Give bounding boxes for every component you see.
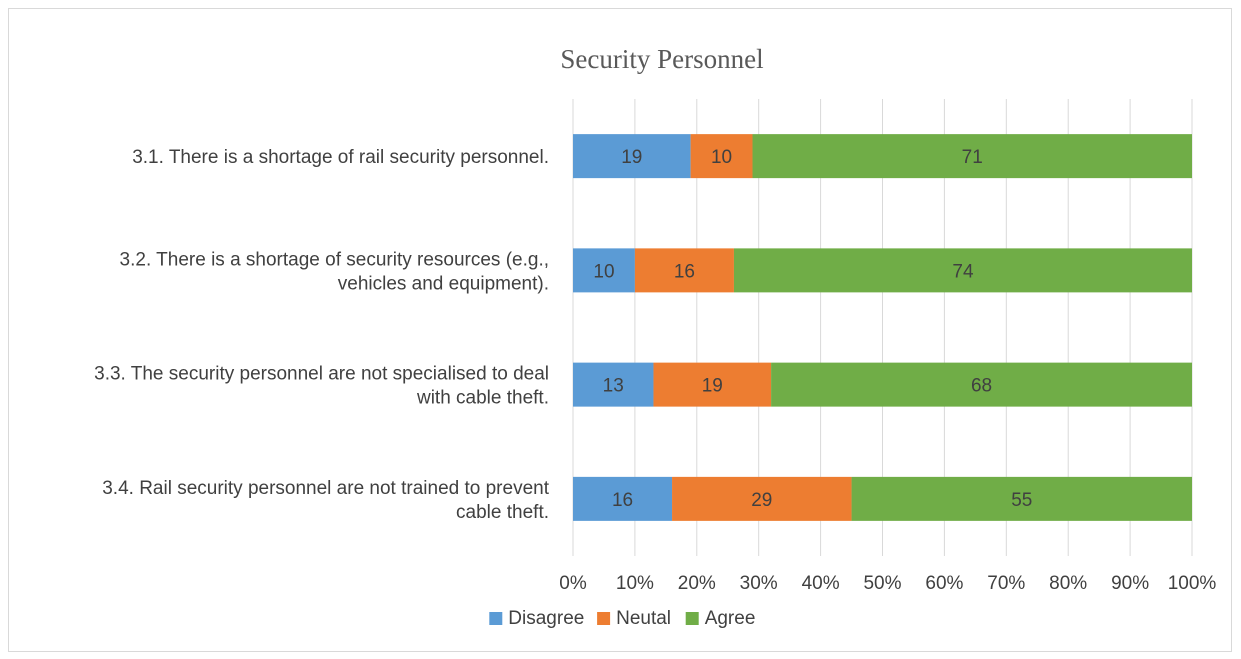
legend-swatch [685,612,699,625]
bar-segment [672,476,852,521]
category-label: 3.4. Rail security personnel are not tra… [102,478,549,499]
data-label: 29 [751,490,772,511]
data-label: 19 [621,147,642,168]
x-tick-label: 100% [1168,573,1217,594]
stacked-bar-chart: Security Personnel 19 10 71 10 16 74 13 19 68 16 2… [94,44,1216,629]
data-label: 71 [962,147,983,168]
chart-frame: Security Personnel 19 10 71 10 16 74 13 19 68 16 2… [8,8,1232,652]
x-tick-label: 20% [678,573,716,594]
x-tick-label: 10% [616,573,654,594]
bars [573,134,1192,521]
legend: Disagree Neutal Agree [489,608,755,629]
x-tick-label: 60% [925,573,963,594]
category-labels: 3.1. There is a shortage of rail securit… [94,147,550,523]
legend-label: Agree [705,608,756,629]
bar-segment [752,134,1192,179]
data-labels: 19 10 71 10 16 74 13 19 68 16 29 55 [593,147,1032,511]
legend-swatch [597,612,611,625]
x-tick-label: 90% [1111,573,1149,594]
legend-label: Disagree [508,608,584,629]
data-label: 13 [603,376,624,397]
data-label: 10 [711,147,732,168]
category-label: cable theft. [456,502,549,523]
bar-segment [573,476,673,521]
category-label: with cable theft. [416,388,549,409]
x-tick-label: 70% [987,573,1025,594]
category-label: 3.2. There is a shortage of security res… [120,249,549,270]
data-label: 16 [612,490,633,511]
bar-segment [634,248,734,293]
x-tick-label: 40% [802,573,840,594]
data-label: 68 [971,376,992,397]
bar-segment [771,362,1192,407]
bar-segment [653,362,772,407]
x-tick-label: 0% [559,573,587,594]
legend-label: Neutal [616,608,671,629]
x-tick-label: 80% [1049,573,1087,594]
data-label: 74 [952,261,974,282]
x-tick-label: 50% [863,573,901,594]
data-label: 55 [1011,490,1032,511]
bar-segment [573,134,691,179]
bar-segment [851,476,1192,521]
legend-swatch [489,612,503,625]
data-label: 19 [702,376,723,397]
category-label: 3.3. The security personnel are not spec… [94,364,549,385]
x-axis-ticks: 0% 10% 20% 30% 40% 50% 60% 70% 80% 90% 100% [559,573,1216,594]
bar-segment [690,134,753,179]
bar-segment [573,248,635,293]
bar-segment [573,362,654,407]
x-tick-label: 30% [740,573,778,594]
category-label: 3.1. There is a shortage of rail securit… [132,147,549,168]
data-label: 16 [674,261,695,282]
data-label: 10 [593,261,614,282]
category-label: vehicles and equipment). [338,273,549,294]
bar-segment [733,248,1192,293]
chart-title: Security Personnel [560,44,763,74]
